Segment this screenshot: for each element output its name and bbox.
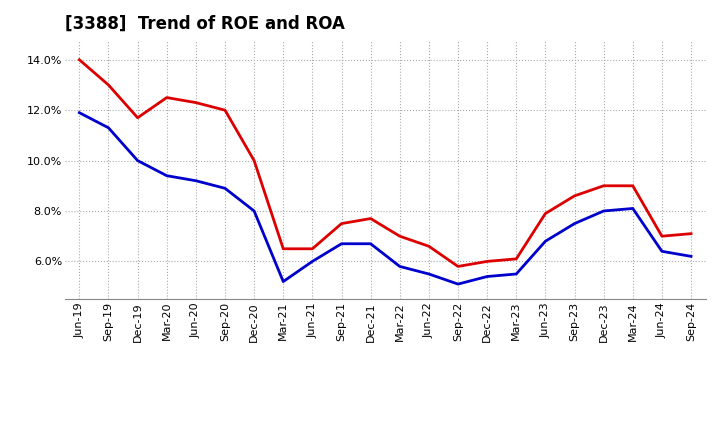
ROE [570,193,579,198]
Text: [3388]  Trend of ROE and ROA: [3388] Trend of ROE and ROA [65,15,345,33]
ROA [599,209,608,214]
ROE [541,211,550,216]
ROE [687,231,696,236]
ROE [250,158,258,163]
ROA [133,158,142,163]
ROA [541,238,550,244]
ROA [425,271,433,277]
ROA [687,254,696,259]
ROE [279,246,287,251]
ROE [483,259,492,264]
ROA [629,206,637,211]
ROA [483,274,492,279]
ROA [279,279,287,284]
ROE [163,95,171,100]
ROE [454,264,462,269]
ROE [629,183,637,188]
Line: ROA: ROA [79,113,691,284]
ROA [454,282,462,287]
ROE [366,216,375,221]
ROA [104,125,113,130]
Line: ROE: ROE [79,60,691,267]
ROA [163,173,171,178]
ROE [599,183,608,188]
ROA [308,259,317,264]
ROE [308,246,317,251]
ROE [395,234,404,239]
ROE [220,107,229,113]
ROA [337,241,346,246]
ROA [220,186,229,191]
ROA [657,249,666,254]
ROA [192,178,200,183]
ROE [512,256,521,261]
ROE [425,244,433,249]
ROA [366,241,375,246]
ROA [570,221,579,226]
ROA [250,209,258,214]
ROE [75,57,84,62]
ROA [512,271,521,277]
ROE [133,115,142,121]
ROE [192,100,200,105]
ROA [75,110,84,115]
ROE [104,82,113,88]
ROA [395,264,404,269]
ROE [337,221,346,226]
ROE [657,234,666,239]
